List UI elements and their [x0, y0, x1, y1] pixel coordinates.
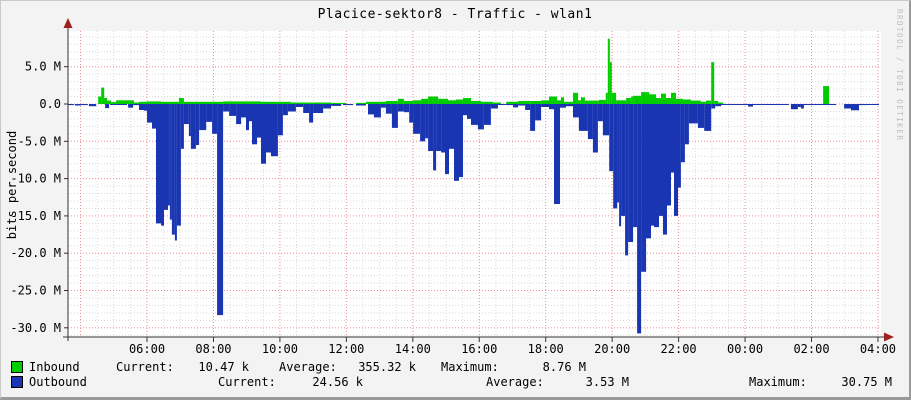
y-tick-label: -30.0 M: [10, 321, 61, 335]
legend-row-inbound: Inbound Current: 10.47 k Average: 355.32…: [1, 360, 909, 374]
x-tick-label: 12:00: [328, 342, 364, 356]
x-tick-label: 08:00: [195, 342, 231, 356]
outbound-average-value: 3.53 M: [585, 375, 629, 389]
outbound-maximum-label: Maximum:: [749, 375, 807, 389]
x-tick-label: 18:00: [528, 342, 564, 356]
inbound-maximum-label: Maximum:: [441, 360, 499, 374]
plot-background: [68, 31, 881, 337]
inbound-average-value: 355.32 k: [358, 360, 416, 374]
inbound-current-label: Current:: [116, 360, 174, 374]
x-tick-label: 14:00: [395, 342, 431, 356]
y-tick-label: -5.0 M: [18, 134, 61, 148]
y-tick-label: -10.0 M: [10, 172, 61, 186]
y-tick-label: -15.0 M: [10, 209, 61, 223]
outbound-swatch: [11, 376, 23, 388]
x-tick-label: 16:00: [461, 342, 497, 356]
y-tick-label: -25.0 M: [10, 284, 61, 298]
series-outbound: [68, 104, 879, 334]
y-axis-arrow: [63, 18, 73, 28]
x-tick-label: 10:00: [262, 342, 298, 356]
graph-title: Placice-sektor8 - Traffic - wlan1: [317, 7, 593, 22]
rrdtool-watermark: RRDTOOL / TOBI OETIKER: [895, 9, 904, 142]
outbound-current-label: Current:: [218, 375, 276, 389]
outbound-maximum-value: 30.75 M: [841, 375, 892, 389]
inbound-swatch: [11, 361, 23, 373]
tick-labels: 5.0 M 0.0 -5.0 M -10.0 M -15.0 M -20.0 M -25.0…: [10, 60, 896, 356]
x-tick-label: 22:00: [661, 342, 697, 356]
outbound-current-value: 24.56 k: [312, 375, 363, 389]
legend-row-outbound: Outbound Current: 24.56 k Average: 3.53 …: [1, 375, 909, 389]
inbound-current-value: 10.47 k: [198, 360, 249, 374]
x-axis-arrow: [884, 332, 894, 342]
inbound-average-label: Average:: [279, 360, 337, 374]
series-inbound: [98, 38, 830, 105]
y-tick-label: 5.0 M: [25, 60, 61, 74]
x-tick-label: 02:00: [793, 342, 829, 356]
axes: [63, 18, 894, 342]
inbound-maximum-value: 8.76 M: [542, 360, 586, 374]
x-tick-label: 20:00: [594, 342, 630, 356]
y-tick-label: -20.0 M: [10, 246, 61, 260]
x-tick-label: 00:00: [727, 342, 763, 356]
x-tick-label: 04:00: [860, 342, 896, 356]
y-tick-label: 0.0: [39, 97, 61, 111]
outbound-average-label: Average:: [486, 375, 544, 389]
inbound-label: Inbound: [29, 360, 80, 374]
x-tick-label: 06:00: [129, 342, 165, 356]
outbound-label: Outbound: [29, 375, 87, 389]
